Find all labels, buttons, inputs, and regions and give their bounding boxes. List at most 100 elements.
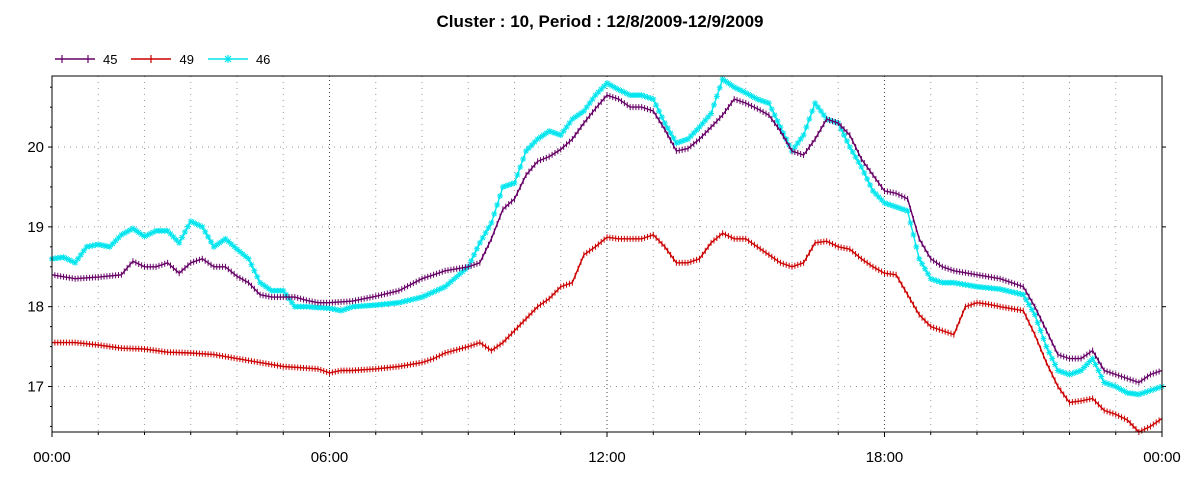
data-point-46 [846,144,853,151]
data-point-46 [502,182,509,189]
data-point-46 [450,276,457,283]
data-point-46 [1069,370,1076,377]
data-point-46 [63,255,70,262]
data-point-46 [1083,361,1090,368]
data-point-46 [92,242,99,249]
data-point-46 [1054,367,1061,374]
x-tick-label: 18:00 [866,449,904,466]
data-point-46 [202,228,209,235]
data-point-46 [514,171,521,178]
data-point-46 [881,199,888,206]
data-point-46 [554,131,561,138]
data-point-46 [127,227,134,234]
data-point-46 [563,124,570,131]
data-point-46 [1011,289,1018,296]
data-point-46 [207,238,214,245]
data-point-46 [488,219,495,226]
data-point-46 [684,136,691,143]
data-point-46 [101,242,108,249]
data-point-46 [179,234,186,241]
data-point-46 [1040,335,1047,342]
data-point-46 [656,108,663,115]
data-point-46 [1049,355,1056,362]
data-point-46 [427,290,434,297]
data-point-46 [679,138,686,145]
data-point-46 [219,237,226,244]
data-point-46 [1014,290,1021,297]
data-point-46 [916,255,923,262]
legend-swatch-45 [55,55,95,63]
legend-label-45: 45 [103,51,118,67]
data-point-46 [234,246,240,253]
data-point-46 [1034,319,1041,326]
data-point-46 [1052,361,1059,368]
data-point-46 [419,294,425,301]
data-point-46 [228,241,235,248]
x-tick-label: 06:00 [311,449,349,466]
data-point-46 [1147,387,1154,394]
data-point-46 [216,239,223,246]
legend-item-49: 49 [131,52,194,67]
data-point-46 [601,83,608,90]
data-point-46 [1135,391,1142,398]
series-49 [51,230,1163,435]
data-point-46 [768,106,775,113]
grid-lines [52,76,1162,432]
data-point-46 [190,219,197,226]
data-point-46 [716,84,723,91]
data-point-46 [77,251,84,258]
data-point-46 [1109,382,1116,389]
data-point-46 [728,82,735,89]
x-tick-label: 12:00 [588,449,626,466]
data-point-46 [670,135,677,142]
data-point-46 [265,285,272,292]
data-point-46 [416,294,423,301]
data-point-46 [103,243,110,250]
data-point-46 [1098,373,1105,380]
data-point-46 [806,116,813,123]
data-point-46 [893,203,900,210]
data-point-46 [696,124,703,131]
series-46 [49,76,1165,398]
data-point-46 [1118,386,1125,393]
data-point-46 [910,231,917,238]
data-point-46 [505,181,512,188]
legend-swatch-46 [207,55,248,63]
data-point-46 [858,163,865,170]
data-point-46 [459,268,466,275]
data-point-46 [751,94,758,101]
data-point-46 [661,120,668,127]
data-point-46 [913,243,920,250]
data-point-46 [1150,386,1157,393]
data-point-46 [222,235,229,242]
plot-area [51,75,1163,433]
chart-title: Cluster : 10, Period : 12/8/2009-12/9/20… [436,12,764,31]
data-point-46 [869,187,876,194]
data-point-46 [280,287,287,294]
data-point-46 [612,84,619,91]
data-point-46 [1104,380,1111,387]
data-point-46 [83,243,90,250]
data-point-46 [398,298,405,305]
data-point-46 [326,305,333,312]
data-point-46 [658,114,665,121]
data-point-46 [771,112,778,119]
data-point-46 [884,200,891,207]
data-point-46 [531,139,538,146]
data-point-46 [812,100,819,107]
data-point-46 [1023,296,1030,303]
data-point-46 [1046,349,1053,356]
data-point-46 [933,277,940,284]
data-point-46 [1092,361,1099,368]
data-point-46 [260,281,267,288]
data-point-46 [442,283,449,290]
legend-label-46: 46 [255,51,271,67]
data-point-46 [245,255,252,262]
data-point-46 [404,297,411,304]
data-point-46 [921,265,928,272]
data-point-46 [141,233,148,240]
data-point-46 [777,124,784,131]
data-point-46 [924,270,931,277]
data-point-46 [797,136,804,143]
